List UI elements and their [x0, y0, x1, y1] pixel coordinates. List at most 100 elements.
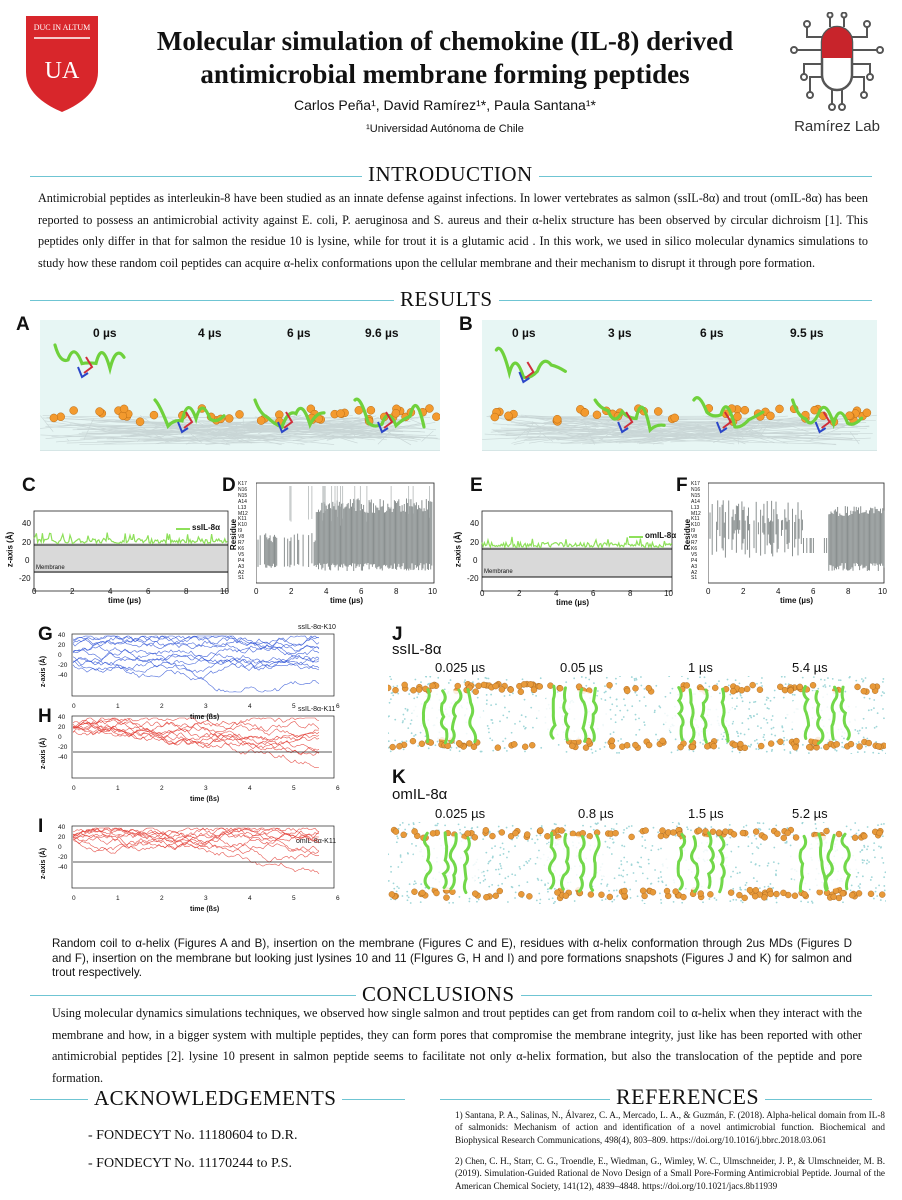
lipid-head: [855, 890, 863, 897]
water: [736, 730, 738, 733]
water: [875, 741, 878, 743]
panel-j-name: ssIL-8α: [392, 641, 442, 658]
lipid-head: [689, 743, 696, 751]
water: [499, 865, 502, 867]
water: [721, 738, 724, 741]
lipid-head: [780, 889, 787, 897]
water: [624, 704, 626, 707]
panel-d-xtick: 6: [359, 587, 364, 596]
lipid-head: [787, 687, 794, 694]
water: [883, 876, 886, 879]
lipid-head: [816, 888, 823, 896]
side-chain: [83, 356, 94, 374]
lipid-head: [875, 743, 882, 750]
lipid-head: [512, 829, 519, 837]
water: [765, 718, 768, 721]
lipid-head: [722, 828, 729, 835]
water: [424, 735, 427, 738]
water: [628, 825, 630, 828]
lipid-head: [730, 831, 738, 838]
water: [412, 823, 415, 826]
water: [511, 886, 514, 889]
panel-e-ytick-3: 0: [473, 556, 478, 565]
helix-peptide: [548, 831, 557, 890]
water: [634, 713, 637, 716]
lipid-head: [575, 683, 583, 690]
residue-label: L13: [238, 504, 247, 511]
panel-g-letter: G: [38, 624, 53, 645]
water: [401, 721, 404, 724]
lipid-head: [775, 404, 784, 414]
water: [565, 751, 568, 753]
panel-g-trajectory: [72, 635, 320, 648]
water: [514, 897, 516, 899]
panel-g-xtick: 5: [292, 703, 296, 710]
water: [873, 726, 876, 729]
residue-label: K17: [691, 481, 700, 487]
water: [868, 861, 870, 863]
panel-i-ytick: 20: [58, 834, 66, 841]
water: [870, 876, 873, 879]
water: [740, 696, 743, 699]
residue-label: N15: [238, 492, 248, 499]
water: [613, 889, 615, 892]
water: [718, 692, 721, 695]
residue-label: A3: [238, 563, 245, 570]
panel-c-xtick: 2: [70, 587, 75, 596]
water: [612, 731, 615, 734]
panel-b-snapshots: [482, 320, 877, 451]
water: [436, 822, 439, 825]
water: [614, 714, 617, 716]
residue-label: M12: [238, 510, 248, 517]
panel-h-xtick: 6: [336, 785, 340, 792]
water: [869, 879, 872, 881]
water: [596, 690, 599, 692]
lipid-head: [777, 683, 784, 691]
water: [535, 899, 538, 902]
lipid-head: [490, 412, 500, 422]
lipid-head: [851, 834, 859, 841]
water: [530, 827, 532, 830]
water: [619, 709, 622, 712]
lipid-head: [492, 682, 499, 690]
water: [699, 676, 701, 679]
water: [491, 739, 494, 742]
lipid-tail: [530, 416, 759, 419]
water: [391, 691, 394, 694]
water: [616, 894, 619, 897]
water: [524, 715, 527, 718]
water: [749, 714, 751, 717]
lipid-head: [483, 894, 490, 901]
lipid-head: [847, 740, 855, 748]
water: [611, 838, 614, 841]
residue-label: K6: [238, 545, 245, 552]
panel-i-ytick: -20: [58, 854, 68, 861]
peptide-backbone: [494, 346, 567, 380]
water: [734, 679, 737, 682]
water: [866, 737, 869, 740]
lipid-head: [823, 827, 830, 835]
water: [872, 849, 875, 852]
water: [547, 890, 549, 893]
water: [555, 823, 557, 826]
panel-i-ytick: 40: [58, 824, 66, 831]
water: [492, 749, 495, 752]
lipid-head: [235, 410, 244, 419]
panel-k-time-4: 5.2 µs: [792, 806, 828, 821]
panel-k-letter: K: [392, 767, 406, 788]
water: [484, 676, 487, 679]
ack-item-2: - FONDECYT No. 11170244 to P.S.: [88, 1156, 293, 1171]
water: [885, 900, 886, 902]
lipid-head: [707, 891, 714, 898]
water: [504, 877, 507, 880]
water: [732, 870, 734, 873]
water: [882, 708, 884, 710]
panel-g-ytick: -40: [58, 672, 68, 679]
water: [396, 885, 399, 888]
water: [638, 699, 641, 702]
section-acknowledgements: ACKNOWLEDGEMENTS: [88, 1086, 343, 1111]
panel-h-plot: [71, 715, 335, 779]
lipid-head: [336, 409, 345, 418]
panel-c-letter: C: [22, 475, 36, 496]
panel-e-xtick: 10: [664, 589, 673, 598]
